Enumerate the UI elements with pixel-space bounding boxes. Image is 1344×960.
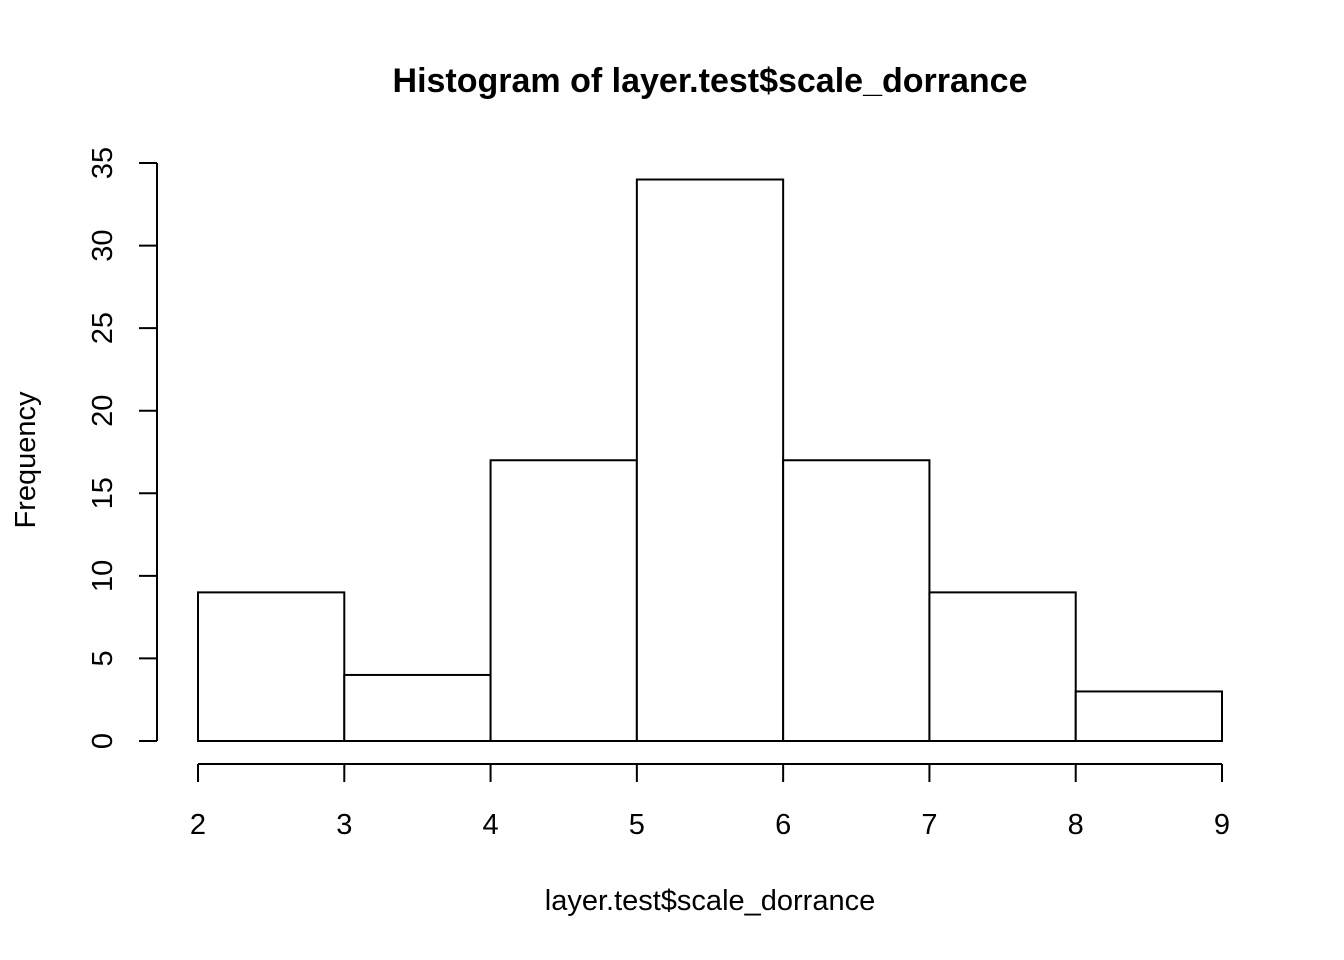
x-tick-label-2: 4 bbox=[483, 809, 499, 841]
y-tick-label-4: 20 bbox=[87, 395, 119, 427]
histogram-bar-5 bbox=[928, 591, 1077, 742]
histogram-bar-2 bbox=[489, 459, 638, 742]
bars-group bbox=[197, 178, 1223, 743]
x-axis: 2 3 4 5 6 7 8 9 bbox=[190, 763, 1230, 841]
x-axis-label: layer.test$scale_dorrance bbox=[545, 885, 875, 917]
y-tick-label-0: 0 bbox=[87, 733, 119, 749]
y-tick-label-6: 30 bbox=[87, 229, 119, 261]
y-tick-label-5: 25 bbox=[87, 312, 119, 344]
x-tick-label-6: 8 bbox=[1068, 809, 1084, 841]
y-tick-label-7: 35 bbox=[87, 147, 119, 179]
x-tick-label-5: 7 bbox=[921, 809, 937, 841]
x-tick-label-0: 2 bbox=[190, 809, 206, 841]
histogram-bar-6 bbox=[1074, 690, 1223, 743]
histogram-bar-4 bbox=[782, 459, 931, 742]
y-axis: 0 5 10 15 20 25 30 35 bbox=[87, 147, 158, 749]
histogram-bar-3 bbox=[635, 178, 785, 742]
x-tick-label-1: 3 bbox=[336, 809, 352, 841]
y-tick-label-2: 10 bbox=[87, 560, 119, 592]
histogram-bar-1 bbox=[343, 673, 492, 743]
x-tick-label-4: 6 bbox=[775, 809, 791, 841]
y-tick-label-1: 5 bbox=[87, 650, 119, 666]
x-tick-label-7: 9 bbox=[1214, 809, 1230, 841]
y-axis-label: Frequency bbox=[10, 391, 42, 529]
chart-title: Histogram of layer.test$scale_dorrance bbox=[393, 62, 1028, 100]
y-tick-label-3: 15 bbox=[87, 477, 119, 509]
x-tick-label-3: 5 bbox=[629, 809, 645, 841]
histogram-bar-0 bbox=[197, 591, 346, 742]
